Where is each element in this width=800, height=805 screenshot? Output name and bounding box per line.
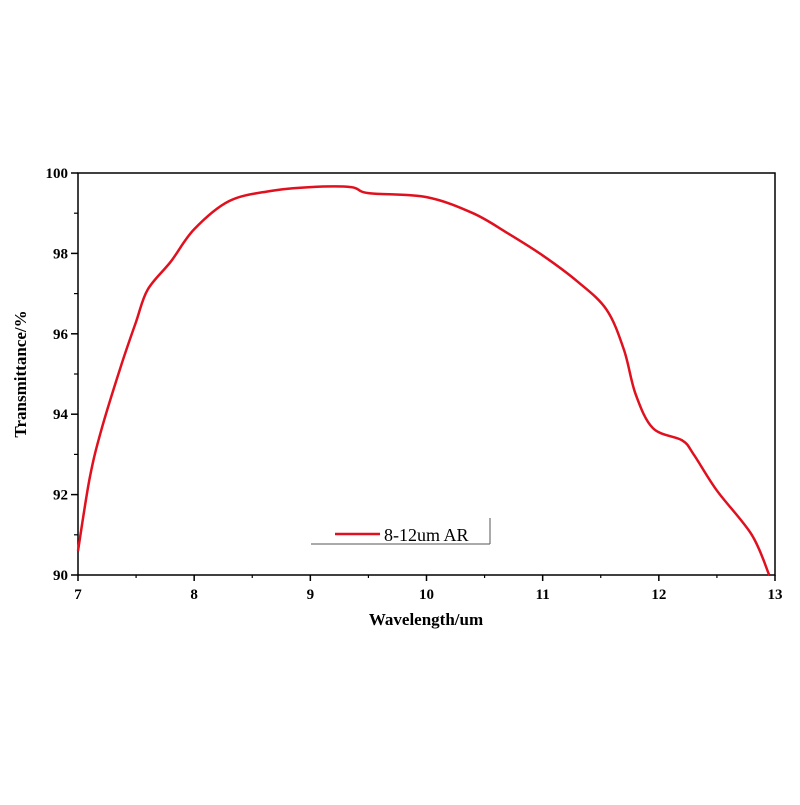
y-axis-label: Transmittance/%: [11, 310, 30, 437]
x-tick-label: 9: [307, 587, 315, 603]
x-tick-label: 7: [74, 587, 82, 603]
x-tick-label: 8: [190, 587, 198, 603]
y-tick-label: 94: [53, 407, 69, 423]
legend: 8-12um AR: [311, 518, 491, 545]
y-tick-label: 98: [53, 246, 68, 262]
y-tick-label: 100: [46, 166, 69, 182]
legend-label: 8-12um AR: [384, 525, 469, 545]
plot-frame: [77, 172, 776, 576]
x-tick-label: 12: [651, 587, 666, 603]
y-tick-label: 92: [53, 488, 68, 504]
x-tick-label: 10: [419, 587, 434, 603]
y-tick-label: 90: [53, 568, 68, 584]
y-tick-label: 96: [53, 327, 69, 343]
series-line-8-12um-ar: [76, 185, 771, 576]
x-tick-label: 13: [768, 587, 783, 603]
x-axis-label: Wavelength/um: [369, 610, 483, 629]
x-tick-label: 11: [536, 587, 550, 603]
